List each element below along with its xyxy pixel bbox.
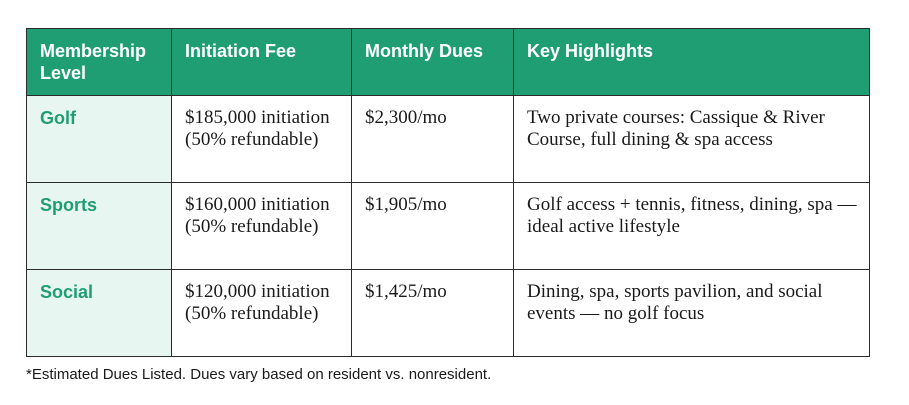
header-initiation-fee: Initiation Fee <box>171 28 352 96</box>
monthly-dues-cell: $1,425/mo <box>351 269 514 357</box>
key-highlights-cell: Golf access + tennis, fitness, dining, s… <box>513 182 870 270</box>
key-highlights-cell: Two private courses: Cassique & River Co… <box>513 95 870 183</box>
table-row: Golf $185,000 initiation (50% refundable… <box>26 95 870 183</box>
table-row: Sports $160,000 initiation (50% refundab… <box>26 182 870 270</box>
membership-level-cell: Golf <box>26 95 172 183</box>
membership-level-cell: Sports <box>26 182 172 270</box>
membership-table: Membership Level Initiation Fee Monthly … <box>26 28 870 357</box>
header-monthly-dues: Monthly Dues <box>351 28 514 96</box>
initiation-fee-cell: $120,000 initiation (50% refundable) <box>171 269 352 357</box>
membership-table-container: Membership Level Initiation Fee Monthly … <box>26 28 870 357</box>
header-key-highlights: Key Highlights <box>513 28 870 96</box>
footnote: *Estimated Dues Listed. Dues vary based … <box>26 366 492 383</box>
header-membership-level: Membership Level <box>26 28 172 96</box>
monthly-dues-cell: $2,300/mo <box>351 95 514 183</box>
table-row: Social $120,000 initiation (50% refundab… <box>26 269 870 357</box>
table-header-row: Membership Level Initiation Fee Monthly … <box>26 28 870 96</box>
key-highlights-cell: Dining, spa, sports pavilion, and social… <box>513 269 870 357</box>
initiation-fee-cell: $185,000 initiation (50% refundable) <box>171 95 352 183</box>
monthly-dues-cell: $1,905/mo <box>351 182 514 270</box>
initiation-fee-cell: $160,000 initiation (50% refundable) <box>171 182 352 270</box>
membership-level-cell: Social <box>26 269 172 357</box>
